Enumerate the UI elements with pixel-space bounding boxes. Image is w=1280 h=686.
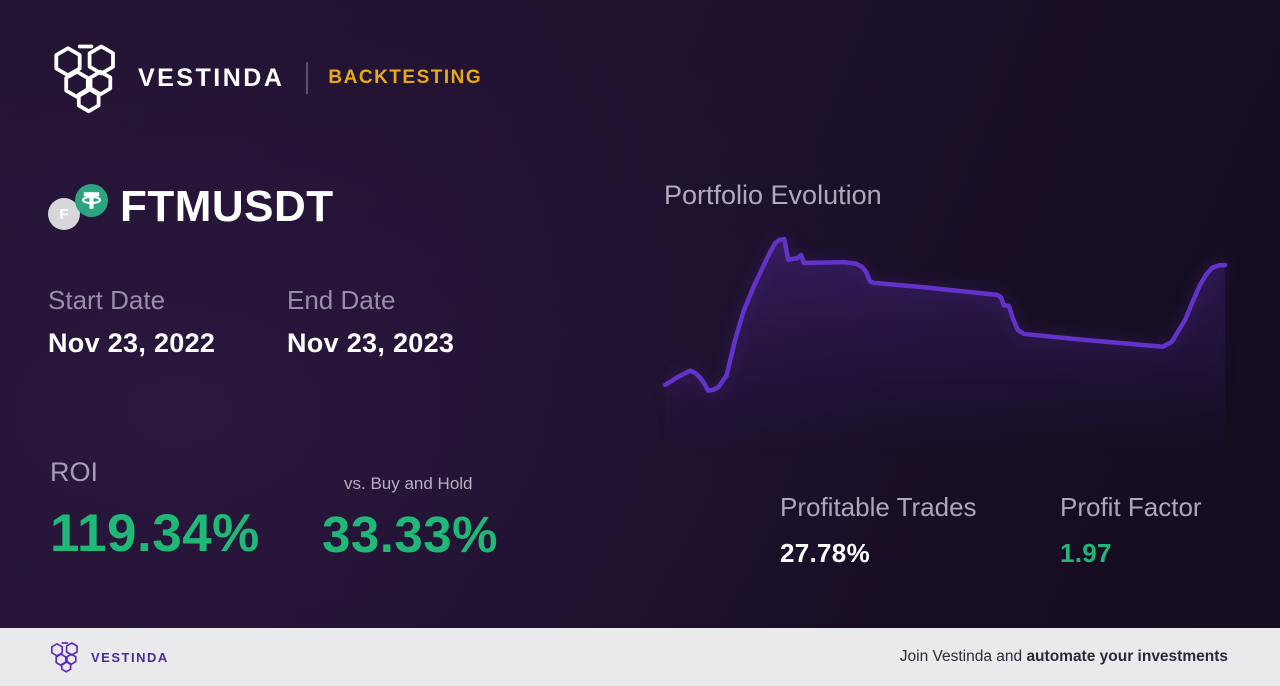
vs-buy-hold-label: vs. Buy and Hold	[344, 474, 473, 493]
brand-name: VESTINDA	[138, 63, 285, 92]
footer-cta: Join Vestinda and automate your investme…	[900, 648, 1228, 666]
vs-buy-hold-metric: vs. Buy and Hold 33.33%	[322, 474, 498, 564]
end-date: End Date Nov 23, 2023	[287, 285, 526, 359]
footer-brand-name: VESTINDA	[91, 649, 169, 665]
header-brand-row: VESTINDA BACKTESTING	[48, 42, 482, 114]
backtesting-badge: BACKTESTING	[328, 67, 483, 88]
start-date-value: Nov 23, 2022	[48, 327, 216, 358]
pair-symbol: FTMUSDT	[120, 182, 334, 231]
footer-cta-regular: Join Vestinda and	[899, 648, 1027, 665]
profit-factor-label: Profit Factor	[1060, 492, 1202, 522]
pair-row: F FTMUSDT	[48, 182, 334, 232]
start-date: Start Date Nov 23, 2022	[48, 285, 287, 359]
roi-value: 119.34%	[50, 503, 260, 563]
chart-line	[665, 239, 1225, 391]
chart-title: Portfolio Evolution	[664, 180, 882, 210]
vestinda-logo-small-icon	[50, 642, 78, 673]
roi-metric: ROI 119.34%	[50, 457, 260, 564]
fantom-coin-icon: F	[48, 198, 80, 230]
dates-row: Start Date Nov 23, 2022 End Date Nov 23,…	[48, 285, 526, 359]
portfolio-evolution-chart	[665, 235, 1225, 460]
profitable-trades-value: 27.78%	[780, 537, 870, 568]
tether-coin-icon	[75, 184, 108, 217]
profit-factor-metric: Profit Factor 1.97	[1060, 492, 1202, 569]
profitable-trades-label: Profitable Trades	[780, 492, 977, 522]
footer-cta-bold: automate your investments	[1026, 648, 1228, 665]
end-date-label: End Date	[287, 285, 396, 315]
end-date-value: Nov 23, 2023	[287, 327, 455, 358]
footer-brand: VESTINDA	[48, 641, 169, 673]
vestinda-logo-icon	[54, 44, 115, 114]
roi-label: ROI	[50, 457, 99, 487]
pair-coins: F	[48, 182, 110, 232]
footer-bar: VESTINDA Join Vestinda and automate your…	[0, 628, 1280, 686]
profit-factor-value: 1.97	[1060, 537, 1112, 568]
start-date-label: Start Date	[48, 285, 166, 315]
portfolio-line-chart-svg	[665, 235, 1225, 459]
profitable-trades-metric: Profitable Trades 27.78%	[780, 492, 977, 569]
brand-divider	[306, 62, 309, 94]
chart-area-fill	[665, 238, 1225, 459]
vs-buy-hold-value: 33.33%	[322, 506, 498, 564]
